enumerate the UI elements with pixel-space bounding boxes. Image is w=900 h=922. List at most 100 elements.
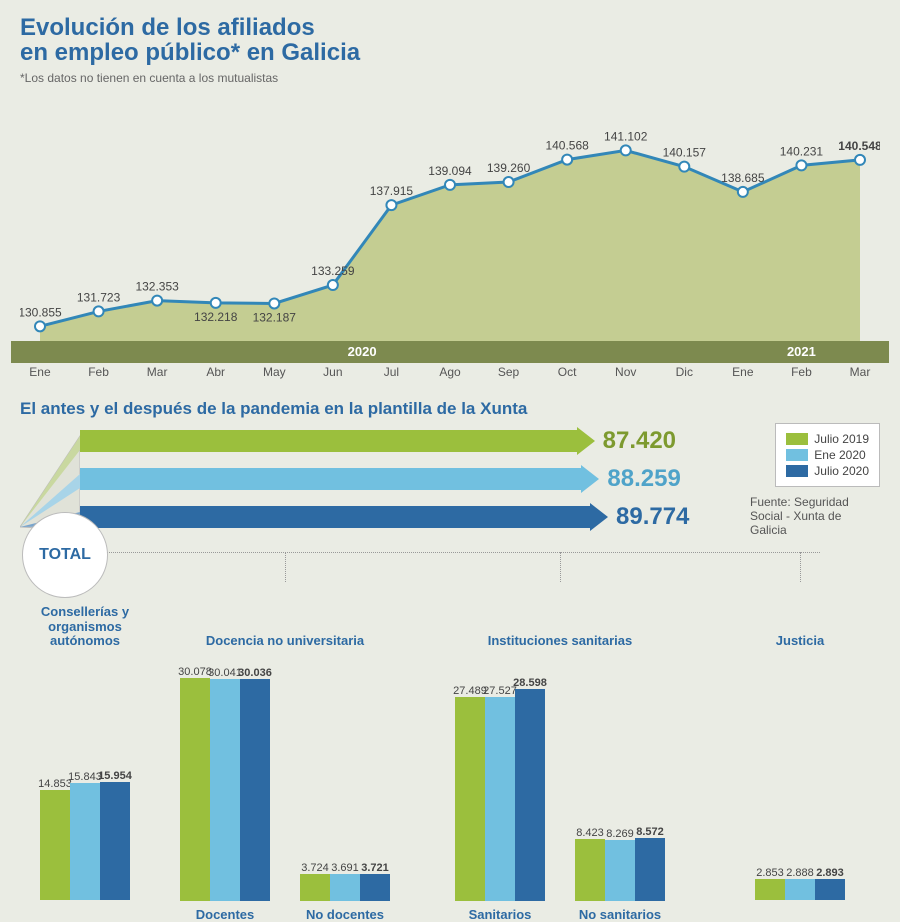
arrow-body <box>80 506 590 528</box>
bar-value: 8.423 <box>576 827 604 839</box>
bar-value: 3.724 <box>301 862 329 874</box>
x-label: Oct <box>558 365 577 379</box>
bar: 2.888 <box>785 879 815 900</box>
bar-value: 30.078 <box>178 666 212 678</box>
bar: 8.572 <box>635 838 665 902</box>
year-band: 2020 <box>11 341 714 363</box>
legend-item: Julio 2019 <box>786 432 869 446</box>
bar-value: 8.572 <box>636 826 664 838</box>
bar: 30.041 <box>210 679 240 902</box>
bar-subgroup: 27.48927.52728.598 Sanitarios <box>455 671 545 922</box>
x-label: Ene <box>29 365 50 379</box>
svg-text:137.915: 137.915 <box>370 185 414 199</box>
bar: 30.036 <box>240 679 270 902</box>
bar-group: Justicia2.8532.8882.893 <box>740 662 860 922</box>
svg-text:141.102: 141.102 <box>604 130 648 144</box>
total-arrow: 87.420 <box>80 427 880 455</box>
total-arrow: 88.259 <box>80 465 880 493</box>
legend-swatch <box>786 449 808 461</box>
svg-text:139.260: 139.260 <box>487 161 531 175</box>
subgroup-label: No sanitarios <box>575 907 665 922</box>
bar-value: 28.598 <box>513 677 547 689</box>
svg-text:140.157: 140.157 <box>663 146 707 160</box>
bar: 14.853 <box>40 790 70 900</box>
legend-label: Julio 2020 <box>814 464 869 478</box>
bar-value: 2.893 <box>816 867 844 879</box>
group-title: Justicia <box>740 634 860 648</box>
bar: 30.078 <box>180 678 210 901</box>
x-label: May <box>263 365 286 379</box>
svg-text:132.187: 132.187 <box>253 311 297 325</box>
x-label: Mar <box>850 365 871 379</box>
bar-value: 3.721 <box>361 862 389 874</box>
total-badge: TOTAL <box>22 512 108 598</box>
x-label: Nov <box>615 365 636 379</box>
bar-value: 2.853 <box>756 867 784 879</box>
bar-value: 30.036 <box>238 667 272 679</box>
arrow-tip-icon <box>577 427 595 455</box>
bar: 28.598 <box>515 689 545 901</box>
x-label: Mar <box>147 365 168 379</box>
bar: 3.724 <box>300 874 330 902</box>
x-label: Jul <box>384 365 399 379</box>
bar-value: 27.527 <box>483 685 517 697</box>
svg-text:140.548: 140.548 <box>838 139 880 153</box>
bar: 3.691 <box>330 874 360 901</box>
svg-text:139.094: 139.094 <box>428 164 472 178</box>
arrow-value: 89.774 <box>616 503 689 531</box>
x-label: Sep <box>498 365 519 379</box>
year-bands: 20202021 <box>20 341 880 363</box>
total-arrows-block: 87.42088.25989.774 TOTAL Julio 2019Ene 2… <box>20 427 880 542</box>
bar: 2.853 <box>755 879 785 900</box>
x-label: Dic <box>676 365 693 379</box>
bar-value: 15.954 <box>98 770 132 782</box>
bar-value: 30.041 <box>208 667 242 679</box>
bar-subgroup: 2.8532.8882.893 <box>755 670 845 922</box>
svg-text:131.723: 131.723 <box>77 291 121 305</box>
bar-subgroup: 14.85315.84315.954 <box>40 670 130 922</box>
bar: 15.954 <box>100 782 130 900</box>
timeline-chart: 130.855131.723132.353132.218132.187133.2… <box>20 95 880 385</box>
bar-group: Instituciones sanitarias27.48927.52728.5… <box>440 662 680 922</box>
svg-text:140.231: 140.231 <box>780 145 824 159</box>
bar-subgroup: 8.4238.2698.572 No sanitarios <box>575 671 665 922</box>
bar-value: 27.489 <box>453 685 487 697</box>
arrow-body <box>80 468 581 490</box>
subgroup-label: Sanitarios <box>455 907 545 922</box>
year-band: 2021 <box>714 341 890 363</box>
x-label: Jun <box>323 365 342 379</box>
bar-value: 3.691 <box>331 862 359 874</box>
group-title: Docencia no universitaria <box>165 634 405 648</box>
svg-text:133.259: 133.259 <box>311 264 355 278</box>
bar-value: 15.843 <box>68 771 102 783</box>
bar-value: 14.853 <box>38 778 72 790</box>
bar-subgroup: 30.07830.04130.036 Docentes <box>180 671 270 922</box>
subgroup-label: No docentes <box>300 907 390 922</box>
grouped-bars-chart: Consellerías y organismos autónomos 14.85… <box>20 602 880 922</box>
arrow-body <box>80 430 577 452</box>
title-footnote: *Los datos no tienen en cuenta a los mut… <box>20 71 880 85</box>
legend-label: Julio 2019 <box>814 432 869 446</box>
bar: 8.269 <box>605 840 635 901</box>
arrow-value: 87.420 <box>603 427 676 455</box>
title-line-2: en empleo público* en Galicia <box>20 40 880 65</box>
x-label: Ago <box>439 365 460 379</box>
bar: 3.721 <box>360 874 390 902</box>
x-label: Ene <box>732 365 753 379</box>
group-title: Instituciones sanitarias <box>440 634 680 648</box>
bar-value: 2.888 <box>786 867 814 879</box>
legend-swatch <box>786 433 808 445</box>
section-subtitle: El antes y el después de la pandemia en … <box>20 399 880 419</box>
svg-text:132.218: 132.218 <box>194 310 238 324</box>
title-line-1: Evolución de los afiliados <box>20 15 880 40</box>
svg-text:140.568: 140.568 <box>545 139 589 153</box>
group-title: Consellerías y organismos autónomos <box>20 605 150 648</box>
x-label: Feb <box>791 365 812 379</box>
bar: 27.489 <box>455 697 485 901</box>
bar: 2.893 <box>815 879 845 900</box>
legend-swatch <box>786 465 808 477</box>
subgroup-label: Docentes <box>180 907 270 922</box>
x-axis-labels: EneFebMarAbrMayJunJulAgoSepOctNovDicEneF… <box>20 365 880 385</box>
source-text: Fuente: Seguridad Social - Xunta de Gali… <box>750 495 880 537</box>
bar-group: Docencia no universitaria30.07830.04130.… <box>165 662 405 922</box>
